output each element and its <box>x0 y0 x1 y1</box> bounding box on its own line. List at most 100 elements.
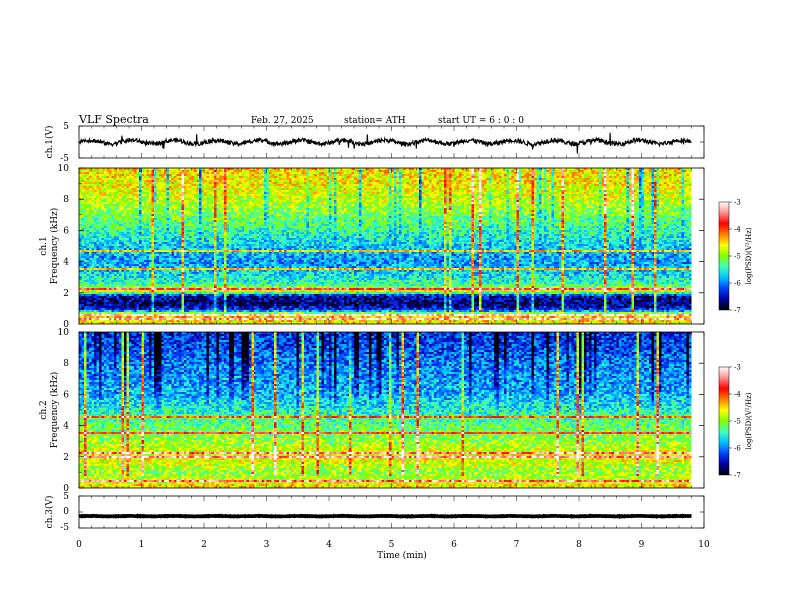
spectrogram-cell <box>584 170 587 172</box>
spectrogram-cell <box>374 174 377 176</box>
spectrogram-cell <box>544 174 547 176</box>
spectrogram-cell <box>419 172 422 174</box>
spectrogram-cell <box>422 174 425 176</box>
spectrogram-cell <box>217 174 220 176</box>
spectrogram-cell <box>267 170 270 172</box>
spectrogram-cell <box>549 174 552 176</box>
spectrogram-cell <box>132 174 135 176</box>
spectrogram-cell <box>674 172 677 174</box>
spectrogram-cell <box>504 172 507 174</box>
spectrogram-cell <box>112 172 115 174</box>
spectrogram-cell <box>117 170 120 172</box>
spectrogram-cell <box>144 172 147 174</box>
spectrogram-cell <box>634 172 637 174</box>
spectrogram-cell <box>564 174 567 176</box>
spectrogram-cell <box>119 174 122 176</box>
spectrogram-cell <box>237 172 240 174</box>
spectrogram-cell <box>517 172 520 174</box>
spectrogram-cell <box>127 174 130 176</box>
spectrogram-cell <box>637 170 640 172</box>
ch1-voltage-trace <box>79 133 692 154</box>
spectrogram-cell <box>314 174 317 176</box>
spectrogram-cell <box>457 172 460 174</box>
spectrogram-cell <box>637 174 640 176</box>
spectrogram-cell <box>167 174 170 176</box>
spectrogram-cell <box>137 176 140 178</box>
spectrogram-cell <box>629 172 632 174</box>
spectrogram-cell <box>449 174 452 176</box>
spectrogram-cell <box>647 174 650 176</box>
spectrogram-cell <box>554 170 557 172</box>
spectrogram-cell <box>297 170 300 172</box>
spectrogram-cell <box>379 170 382 172</box>
spectrogram-cell <box>317 172 320 174</box>
spectrogram-cell <box>107 176 110 178</box>
spectrogram-cell <box>577 174 580 176</box>
spectrogram-cell <box>439 174 442 176</box>
spectrogram-cell <box>209 170 212 172</box>
spectrogram-cell <box>312 172 315 174</box>
spectrogram-cell <box>247 174 250 176</box>
spectrogram-cell <box>617 172 620 174</box>
spectrogram-cell <box>437 170 440 172</box>
spectrogram-cell <box>257 174 260 176</box>
spectrogram-cell <box>129 170 132 172</box>
spectrogram-cell <box>207 170 210 172</box>
spectrogram-cell <box>499 172 502 174</box>
spectrogram-cell <box>462 174 465 176</box>
spectrogram-cell <box>327 174 330 176</box>
spectrogram-cell <box>232 170 235 172</box>
spectrogram-cell <box>144 170 147 172</box>
spectrogram-cell <box>587 170 590 172</box>
ch1v-tick-bottom: -5 <box>60 154 69 164</box>
spectrogram-cell <box>609 174 612 176</box>
spectrogram-cell <box>404 172 407 174</box>
spectrogram-cell <box>192 174 195 176</box>
spectrogram-cell <box>144 174 147 176</box>
spectrogram-cell <box>662 172 665 174</box>
spectrogram-cell <box>92 170 95 172</box>
spectrogram-cell <box>422 170 425 172</box>
spectrogram-cell <box>147 170 150 172</box>
spectrogram-cell <box>464 174 467 176</box>
spectrogram-cell <box>149 172 152 174</box>
spectrogram-cell <box>524 170 527 172</box>
spectrogram-cell <box>154 174 157 176</box>
spectrogram-cell <box>289 174 292 176</box>
spectrogram-cell <box>444 170 447 172</box>
spectrogram-cell <box>169 170 172 172</box>
spectrogram-cell <box>617 174 620 176</box>
spectrogram-cell <box>587 174 590 176</box>
spectrogram-cell <box>124 172 127 174</box>
spectrogram-cell <box>182 170 185 172</box>
spectrogram-cell <box>522 174 525 176</box>
spectrogram-cell <box>172 170 175 172</box>
spectrogram-cell <box>212 172 215 174</box>
spectrogram-cell <box>552 172 555 174</box>
spectrogram-cell <box>129 174 132 176</box>
spectrogram-cell <box>572 170 575 172</box>
spectrogram-cell <box>452 174 455 176</box>
spectrogram-cell <box>627 172 630 174</box>
spectrogram-cell <box>302 174 305 176</box>
spectrogram-cell <box>187 174 190 176</box>
spectrogram-cell <box>534 172 537 174</box>
spectrogram-cell <box>164 174 167 176</box>
spectrogram-cell <box>322 172 325 174</box>
spectrogram-cell <box>599 172 602 174</box>
spectrogram-cell <box>609 172 612 174</box>
spectrogram-cell <box>212 170 215 172</box>
spectrogram-cell <box>274 172 277 174</box>
spectrogram-cell <box>199 174 202 176</box>
spectrogram-cell <box>197 170 200 172</box>
spectrogram-cell <box>124 174 127 176</box>
spectrogram-cell <box>602 172 605 174</box>
spectrogram-cell <box>134 174 137 176</box>
spectrogram-cell <box>472 172 475 174</box>
spectrogram-cell <box>572 172 575 174</box>
spectrogram-cell <box>167 172 170 174</box>
spectrogram-cell <box>509 170 512 172</box>
spectrogram-cell <box>262 170 265 172</box>
spectrogram-cell <box>177 172 180 174</box>
spectrogram-cell <box>624 172 627 174</box>
